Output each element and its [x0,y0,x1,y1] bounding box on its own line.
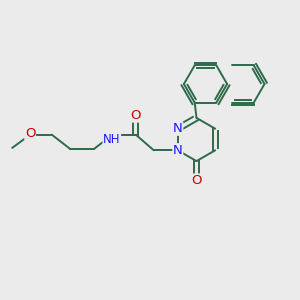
Text: O: O [130,109,141,122]
Text: N: N [173,122,183,135]
Text: O: O [191,174,202,187]
Text: NH: NH [103,133,121,146]
Text: N: N [173,144,183,157]
Text: O: O [25,127,35,140]
